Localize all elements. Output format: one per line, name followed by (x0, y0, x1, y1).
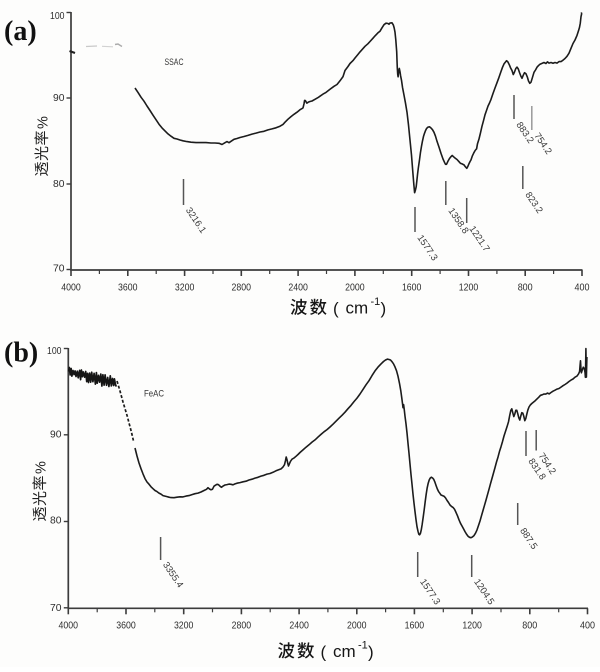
svg-text:%: % (34, 461, 50, 474)
svg-text:80: 80 (53, 179, 65, 190)
svg-text:(: ( (333, 299, 339, 318)
svg-text:4000: 4000 (61, 283, 81, 294)
svg-text:3200: 3200 (174, 621, 194, 632)
svg-text:800: 800 (522, 621, 537, 632)
svg-text:FeAC: FeAC (144, 389, 164, 400)
svg-text:2400: 2400 (289, 621, 309, 632)
svg-text:): ) (368, 643, 374, 662)
svg-text:400: 400 (580, 621, 595, 632)
svg-text:3200: 3200 (175, 283, 195, 294)
svg-text:70: 70 (53, 264, 65, 275)
svg-text:SSAC: SSAC (165, 57, 184, 68)
svg-text:1200: 1200 (462, 621, 482, 632)
svg-text:2000: 2000 (345, 283, 365, 294)
svg-text:cm: cm (346, 299, 369, 318)
svg-text:2800: 2800 (232, 621, 252, 632)
svg-text:4000: 4000 (59, 621, 79, 632)
svg-text:(a): (a) (4, 16, 37, 47)
svg-text:1600: 1600 (405, 621, 425, 632)
svg-text:90: 90 (53, 93, 65, 104)
svg-text:400: 400 (575, 283, 590, 294)
svg-text:cm: cm (333, 642, 356, 661)
svg-text:100: 100 (50, 11, 65, 22)
svg-text:): ) (381, 299, 387, 318)
svg-text:800: 800 (518, 283, 533, 294)
svg-text:%: % (36, 116, 52, 129)
svg-text:1200: 1200 (459, 283, 479, 294)
svg-text:80: 80 (50, 516, 62, 527)
svg-text:1600: 1600 (402, 283, 422, 294)
svg-text:-1: -1 (371, 296, 381, 308)
svg-text:70: 70 (50, 603, 62, 614)
svg-text:100: 100 (47, 346, 62, 357)
svg-text:-1: -1 (358, 640, 368, 652)
svg-text:(b): (b) (4, 338, 38, 369)
svg-text:(: ( (321, 643, 327, 662)
svg-text:90: 90 (50, 430, 62, 441)
svg-text:3600: 3600 (118, 283, 138, 294)
svg-text:2400: 2400 (288, 283, 308, 294)
svg-text:3600: 3600 (116, 621, 136, 632)
svg-text:2000: 2000 (347, 621, 367, 632)
svg-text:2800: 2800 (232, 283, 252, 294)
